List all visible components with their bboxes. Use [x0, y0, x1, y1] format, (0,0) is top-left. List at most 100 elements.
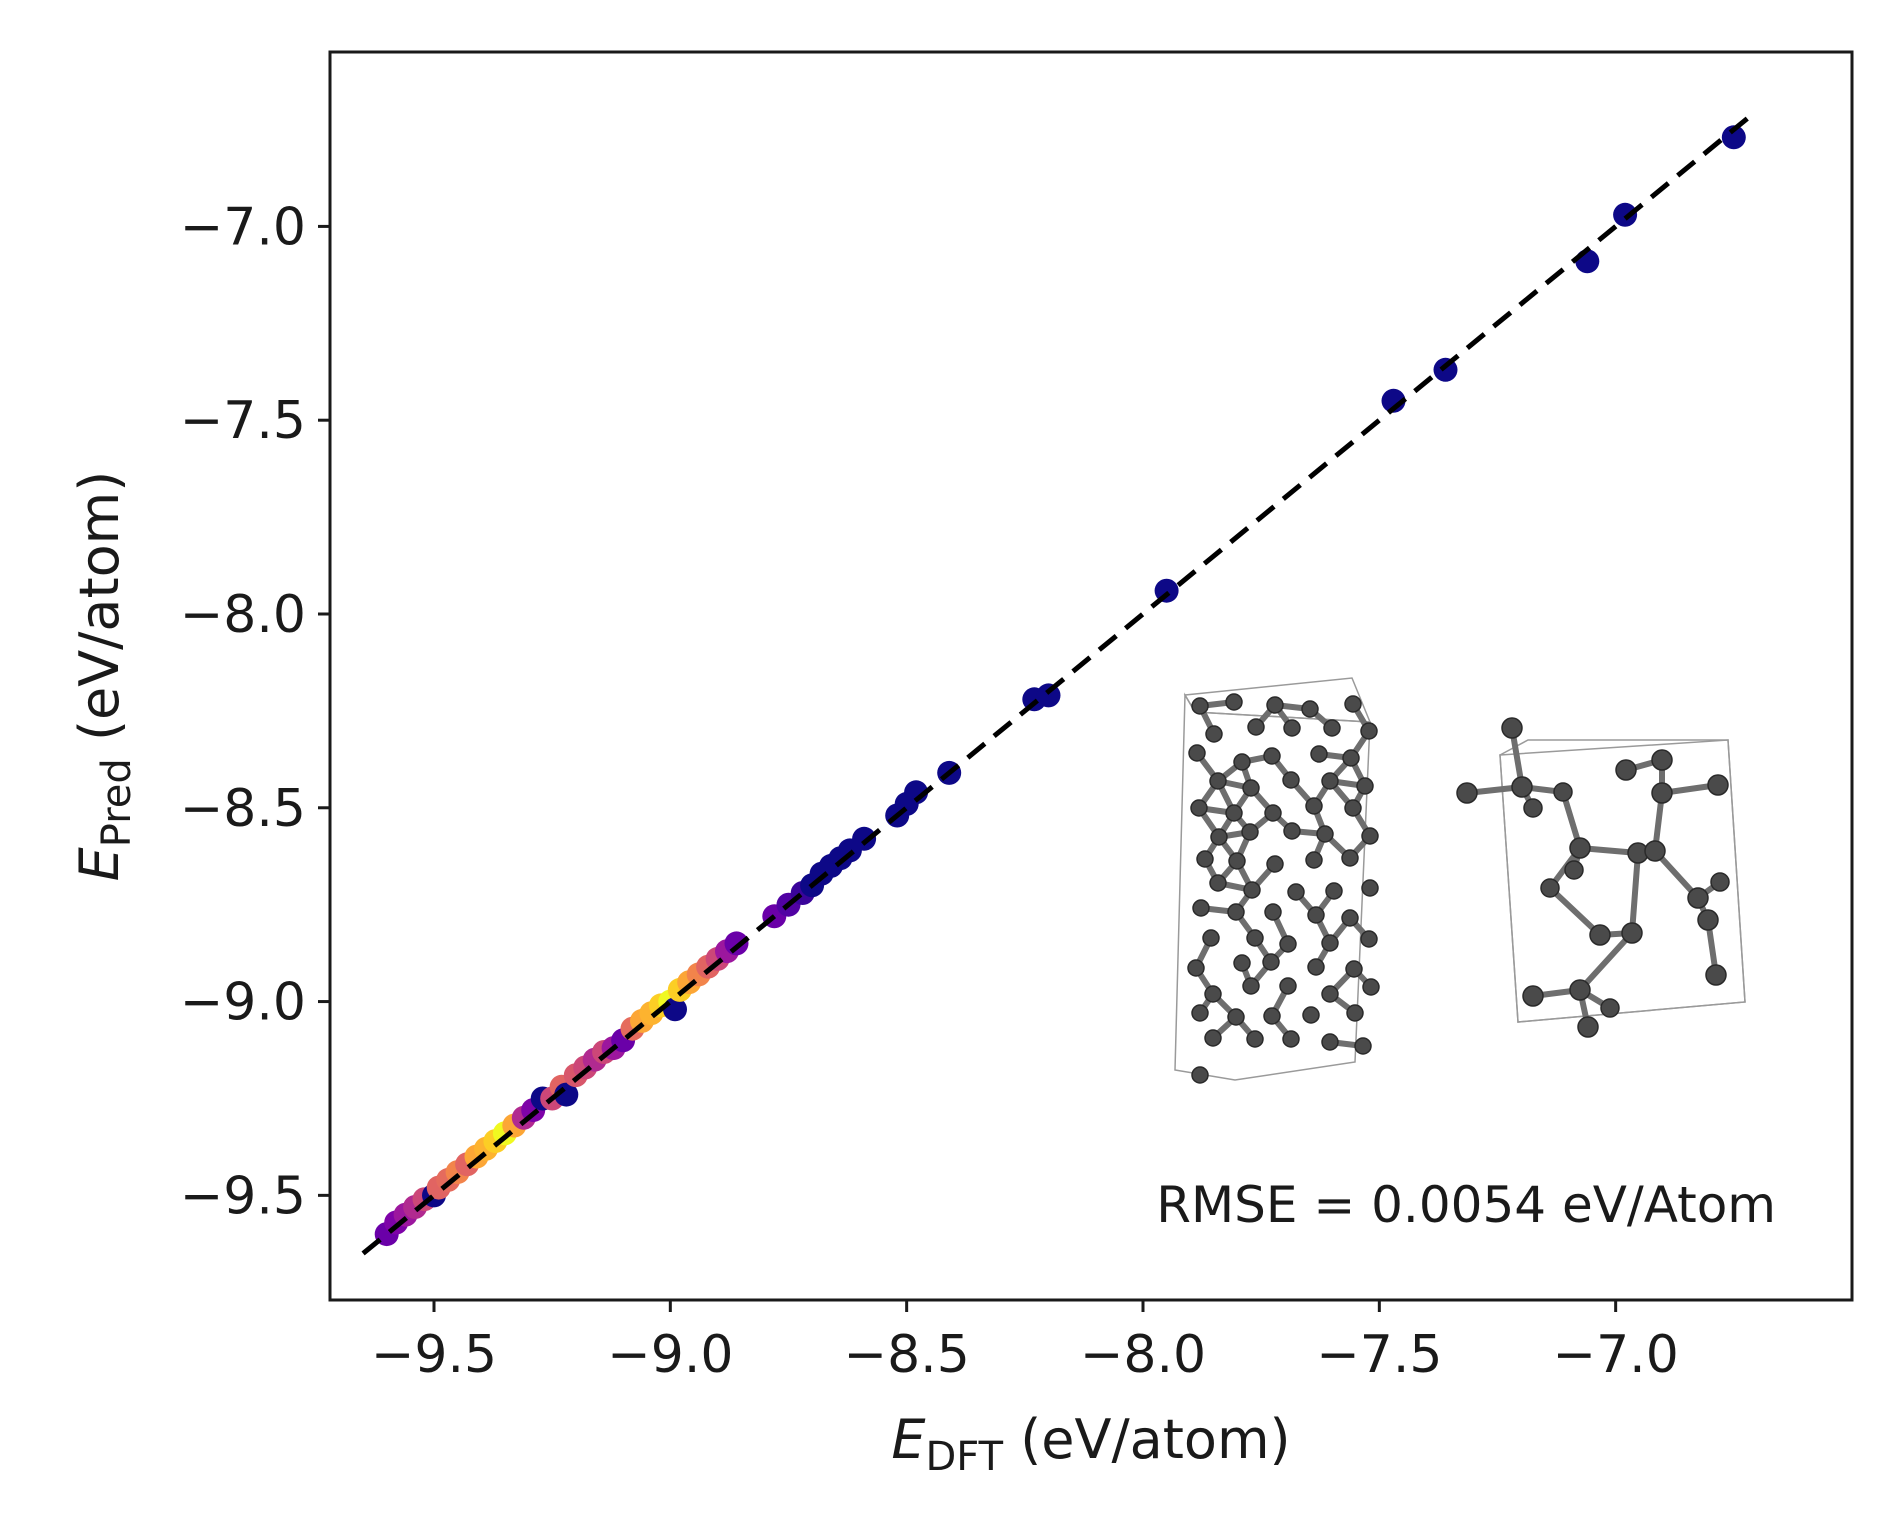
right-structure-atom — [1651, 749, 1673, 771]
left-structure-atom — [1360, 722, 1378, 740]
left-structure-atom — [1196, 850, 1214, 868]
y-tick-label-5: −7.0 — [180, 197, 306, 257]
right-structure-atom — [1600, 998, 1620, 1018]
left-structure-atom — [1354, 1037, 1372, 1055]
left-structure-atom — [1346, 1004, 1364, 1022]
plot-background — [330, 52, 1852, 1300]
left-structure-atom — [1243, 881, 1261, 899]
x-axis-label: EDFT (eV/atom) — [891, 1408, 1290, 1480]
left-structure-atom — [1305, 797, 1323, 815]
y-tick-label-0: −9.5 — [180, 1166, 306, 1226]
x-tick-label-4: −7.5 — [1316, 1325, 1442, 1385]
left-structure-atom — [1283, 822, 1301, 840]
data-point-60 — [1721, 125, 1746, 150]
left-structure-atom — [1356, 777, 1374, 795]
left-structure-atom — [1204, 1029, 1222, 1047]
identity-reference-line — [361, 115, 1750, 1256]
left-structure-atom — [1342, 749, 1360, 767]
left-structure-atom — [1227, 903, 1245, 921]
left-structure-atom — [1225, 693, 1243, 711]
right-structure-atom — [1569, 979, 1591, 1001]
left-structure-atom — [1279, 935, 1297, 953]
left-structure-atom — [1321, 934, 1339, 952]
left-structure-atom — [1228, 852, 1246, 870]
left-structure-atom — [1361, 827, 1379, 845]
crystal-structure-large-cell — [1174, 677, 1380, 1084]
left-structure-atom — [1241, 823, 1259, 841]
data-point-48 — [852, 826, 877, 851]
y-label-symbol: E — [68, 846, 131, 881]
left-structure-atom — [1305, 851, 1323, 869]
left-structure-atom — [1262, 953, 1280, 971]
left-structure-atom — [1191, 1004, 1209, 1022]
left-structure-atom — [1307, 906, 1325, 924]
x-label-symbol: E — [891, 1408, 926, 1471]
left-structure-atom — [1282, 1030, 1300, 1048]
left-structure-atom — [1191, 1066, 1209, 1084]
left-structure-atom — [1233, 954, 1251, 972]
left-structure-atom — [1321, 772, 1339, 790]
x-tick-label-5: −7.0 — [1553, 1325, 1679, 1385]
crystal-structure-small-cell — [1456, 717, 1746, 1038]
left-structure-atom — [1301, 700, 1319, 718]
x-tick-label-1: −9.0 — [607, 1325, 733, 1385]
left-structure-atom — [1344, 695, 1362, 713]
left-structure-atom — [1283, 719, 1301, 737]
right-structure-atom — [1644, 840, 1666, 862]
left-structure-atom — [1210, 828, 1228, 846]
y-axis-ticks: −9.5 −9.0 −8.5 −8.0 −7.5 −7.0 — [180, 197, 330, 1226]
left-structure-atom — [1302, 1006, 1320, 1024]
left-structure-atom — [1247, 718, 1265, 736]
left-structure-atom — [1209, 772, 1227, 790]
y-label-unit: (eV/atom) — [68, 471, 131, 759]
left-structure-atom — [1362, 978, 1380, 996]
left-structure-atom — [1266, 696, 1284, 714]
left-structure-atom — [1264, 903, 1282, 921]
left-structure-atom — [1321, 1033, 1339, 1051]
left-structure-atom — [1187, 959, 1205, 977]
right-structure-atom — [1589, 924, 1611, 946]
right-structure-atom — [1569, 837, 1591, 859]
left-structure-atom — [1341, 849, 1359, 867]
right-structure-atom — [1707, 774, 1729, 796]
right-structure-atom — [1501, 717, 1523, 739]
right-structure-atom — [1697, 909, 1719, 931]
left-structure-atom — [1209, 874, 1227, 892]
right-structure-atom — [1522, 985, 1544, 1007]
rmse-annotation: RMSE = 0.0054 eV/Atom — [1156, 1176, 1776, 1234]
left-structure-atom — [1233, 753, 1251, 771]
y-tick-label-4: −7.5 — [180, 391, 306, 451]
left-structure-atom — [1202, 929, 1220, 947]
right-structure-atom — [1564, 860, 1584, 880]
left-structure-atom — [1190, 799, 1208, 817]
left-structure-atom — [1316, 825, 1334, 843]
x-tick-label-3: −8.0 — [1080, 1325, 1206, 1385]
left-structure-atom — [1282, 771, 1300, 789]
y-tick-label-1: −9.0 — [180, 973, 306, 1033]
left-structure-atom — [1325, 882, 1343, 900]
left-structure-atom — [1246, 929, 1264, 947]
right-structure-atom — [1651, 782, 1673, 804]
y-axis-label: EPred (eV/atom) — [68, 471, 140, 882]
left-structure-atom — [1264, 804, 1282, 822]
right-structure-atom — [1511, 776, 1533, 798]
left-structure-atom — [1227, 1008, 1245, 1026]
right-structure-atom — [1577, 1016, 1599, 1038]
left-structure-atom — [1263, 1007, 1281, 1025]
plot-area — [330, 52, 1852, 1300]
right-structure-atom — [1456, 782, 1478, 804]
x-tick-label-2: −8.5 — [844, 1325, 970, 1385]
x-label-subscript: DFT — [926, 1434, 1004, 1480]
plot-frame — [328, 50, 1854, 1302]
left-structure-atom — [1266, 855, 1284, 873]
left-structure-atom — [1341, 909, 1359, 927]
y-tick-label-2: −8.5 — [180, 779, 306, 839]
left-structure-atom — [1345, 960, 1363, 978]
left-structure-atom — [1191, 697, 1209, 715]
x-label-unit: (eV/atom) — [1003, 1408, 1291, 1471]
left-structure-atom — [1307, 958, 1325, 976]
left-structure-atom — [1242, 977, 1260, 995]
left-structure-atom — [1344, 799, 1362, 817]
left-structure-atom — [1205, 725, 1223, 743]
